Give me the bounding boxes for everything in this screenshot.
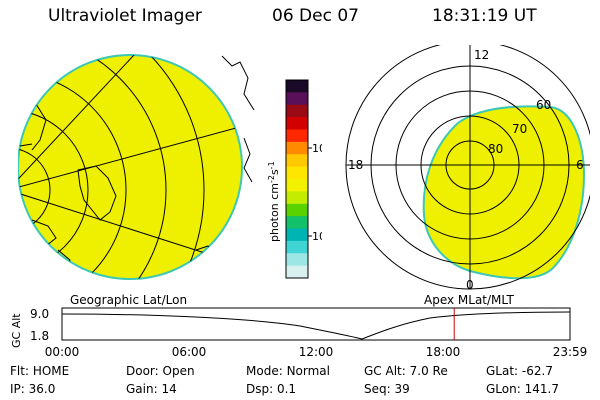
mlat-label-70: 70: [512, 122, 527, 136]
colorbar-swatch: [286, 179, 308, 192]
status-mode: Mode: Normal: [246, 364, 330, 378]
colorbar-swatch: [286, 265, 308, 279]
altitude-plot: GC Alt 9.0 1.8 00:00 06:00 12:00 18:00 2…: [10, 307, 588, 359]
status-seq: Seq: 39: [364, 382, 410, 396]
header-date: 06 Dec 07: [272, 6, 359, 26]
colorbar-swatch: [286, 216, 308, 229]
status-flt: Flt: HOME: [10, 364, 70, 378]
mlt-label-18: 18: [348, 158, 363, 172]
status-glon: GLon: 141.7: [486, 382, 559, 396]
header-title: Ultraviolet Imager: [48, 6, 202, 26]
mlat-label-80: 80: [488, 142, 503, 156]
colorbar-swatch: [286, 104, 308, 118]
altitude-curve: [61, 311, 571, 340]
colorbar-tick-100: 100: [312, 142, 322, 155]
colorbar-swatch: [286, 191, 308, 205]
colorbar-swatch: [286, 154, 308, 168]
right-map-caption: Apex MLat/MLT: [424, 293, 514, 307]
status-ip: IP: 36.0: [10, 382, 56, 396]
status-gain: Gain: 14: [126, 382, 177, 396]
mlt-label-6: 6: [576, 158, 584, 172]
colorbar-gradient: [286, 80, 308, 279]
colorbar-unit-label: photon cm-2s-1: [267, 161, 281, 242]
altitude-ytick-low: 1.8: [30, 329, 49, 343]
altitude-xtick-0600: 06:00: [172, 345, 207, 359]
status-gc-alt: GC Alt: 7.0 Re: [364, 364, 448, 378]
altitude-ylabel: GC Alt: [10, 313, 23, 348]
colorbar-swatch: [286, 203, 308, 217]
altitude-xtick-1800: 18:00: [426, 345, 461, 359]
colorbar-swatch: [286, 92, 308, 106]
mlt-label-12: 12: [474, 48, 489, 62]
geographic-aurora-disc: [18, 54, 243, 280]
mlat-label-60: 60: [536, 98, 551, 112]
polar-aurora-oval: [422, 105, 586, 280]
polar-map: 12 18 6 0 60 70 80: [345, 45, 590, 292]
altitude-xtick-0000: 00:00: [45, 345, 80, 359]
colorbar-swatch: [286, 240, 308, 254]
altitude-ytick-high: 9.0: [30, 307, 49, 321]
header-time: 18:31:19 UT: [432, 6, 537, 26]
status-dsp: Dsp: 0.1: [246, 382, 297, 396]
altitude-plot-frame: [61, 307, 571, 341]
altitude-xtick-1200: 12:00: [299, 345, 334, 359]
status-door: Door: Open: [126, 364, 195, 378]
colorbar-swatch: [286, 117, 308, 130]
colorbar-swatch: [286, 129, 308, 143]
colorbar-tick-10: 10: [312, 230, 322, 243]
status-glat: GLat: -62.7: [486, 364, 553, 378]
colorbar-swatch: [286, 141, 308, 155]
colorbar-swatch: [286, 166, 308, 180]
colorbar-swatch: [286, 253, 308, 267]
colorbar-swatch: [286, 80, 308, 93]
geographic-map: [18, 54, 255, 280]
left-map-caption: Geographic Lat/Lon: [70, 293, 188, 307]
altitude-xtick-2359: 23:59: [553, 345, 588, 359]
colorbar-swatch: [286, 228, 308, 242]
polar-grid: [345, 45, 590, 290]
mlt-label-0: 0: [466, 278, 474, 292]
colorbar: 100 10 photon cm-2s-1: [267, 79, 322, 279]
